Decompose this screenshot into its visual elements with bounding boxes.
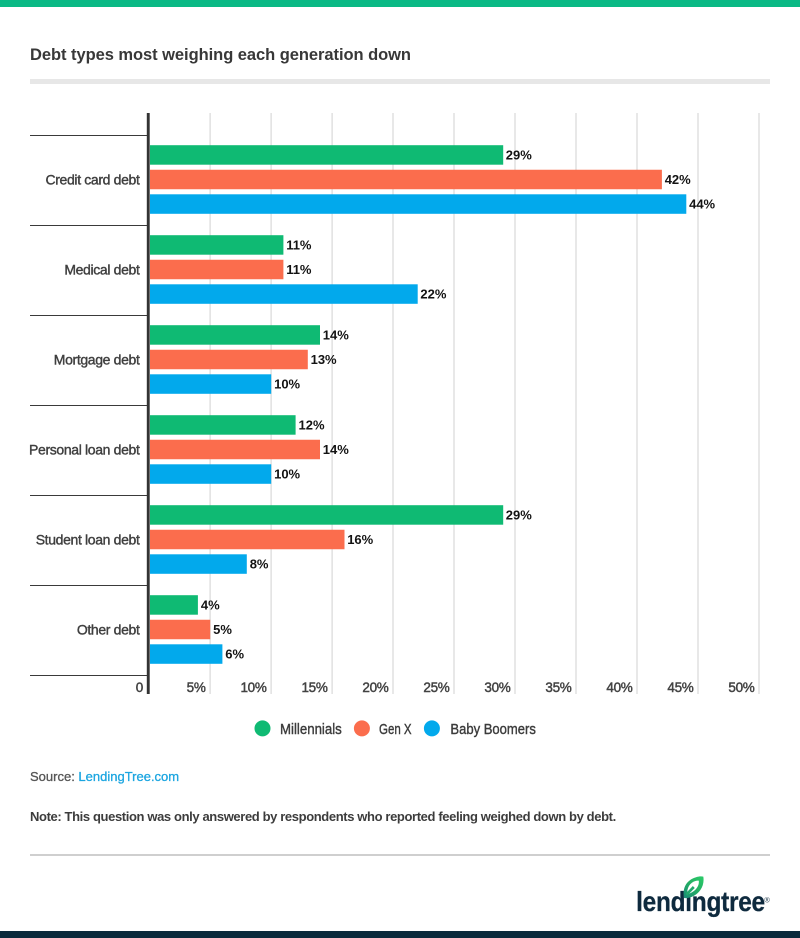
svg-text:30%: 30% [484, 680, 510, 695]
svg-text:29%: 29% [506, 508, 532, 523]
svg-text:Mortgage debt: Mortgage debt [54, 352, 140, 368]
svg-text:13%: 13% [311, 352, 337, 367]
svg-text:4%: 4% [201, 598, 220, 613]
svg-text:Millennials: Millennials [280, 721, 342, 738]
svg-text:8%: 8% [250, 557, 269, 572]
svg-text:22%: 22% [420, 287, 446, 302]
svg-text:45%: 45% [667, 680, 693, 695]
svg-text:16%: 16% [347, 532, 373, 547]
svg-text:0: 0 [136, 680, 143, 695]
svg-text:29%: 29% [506, 148, 532, 163]
svg-text:Student loan debt: Student loan debt [36, 532, 140, 548]
svg-text:42%: 42% [665, 172, 691, 187]
svg-text:35%: 35% [545, 680, 571, 695]
svg-text:5%: 5% [187, 680, 206, 695]
svg-text:5%: 5% [213, 622, 232, 637]
svg-text:40%: 40% [606, 680, 632, 695]
svg-text:15%: 15% [301, 680, 327, 695]
svg-text:10%: 10% [274, 377, 300, 392]
svg-text:14%: 14% [323, 442, 349, 457]
svg-text:25%: 25% [423, 680, 449, 695]
svg-text:11%: 11% [286, 262, 312, 277]
svg-text:12%: 12% [299, 418, 325, 433]
svg-text:20%: 20% [362, 680, 388, 695]
svg-text:Medical debt: Medical debt [64, 262, 140, 278]
svg-text:lendingtree: lendingtree [636, 885, 765, 917]
svg-text:11%: 11% [286, 238, 312, 253]
svg-text:Credit card debt: Credit card debt [45, 172, 139, 188]
svg-text:Gen X: Gen X [379, 720, 412, 737]
svg-text:44%: 44% [689, 197, 715, 212]
svg-text:Personal loan debt: Personal loan debt [29, 442, 140, 458]
svg-text:10%: 10% [240, 680, 266, 695]
svg-text:Baby Boomers: Baby Boomers [450, 721, 536, 738]
svg-text:Other debt: Other debt [77, 622, 140, 638]
svg-text:10%: 10% [274, 467, 300, 482]
svg-text:14%: 14% [323, 328, 349, 343]
svg-text:®: ® [764, 896, 770, 905]
svg-text:50%: 50% [728, 680, 754, 695]
svg-text:6%: 6% [225, 647, 244, 662]
